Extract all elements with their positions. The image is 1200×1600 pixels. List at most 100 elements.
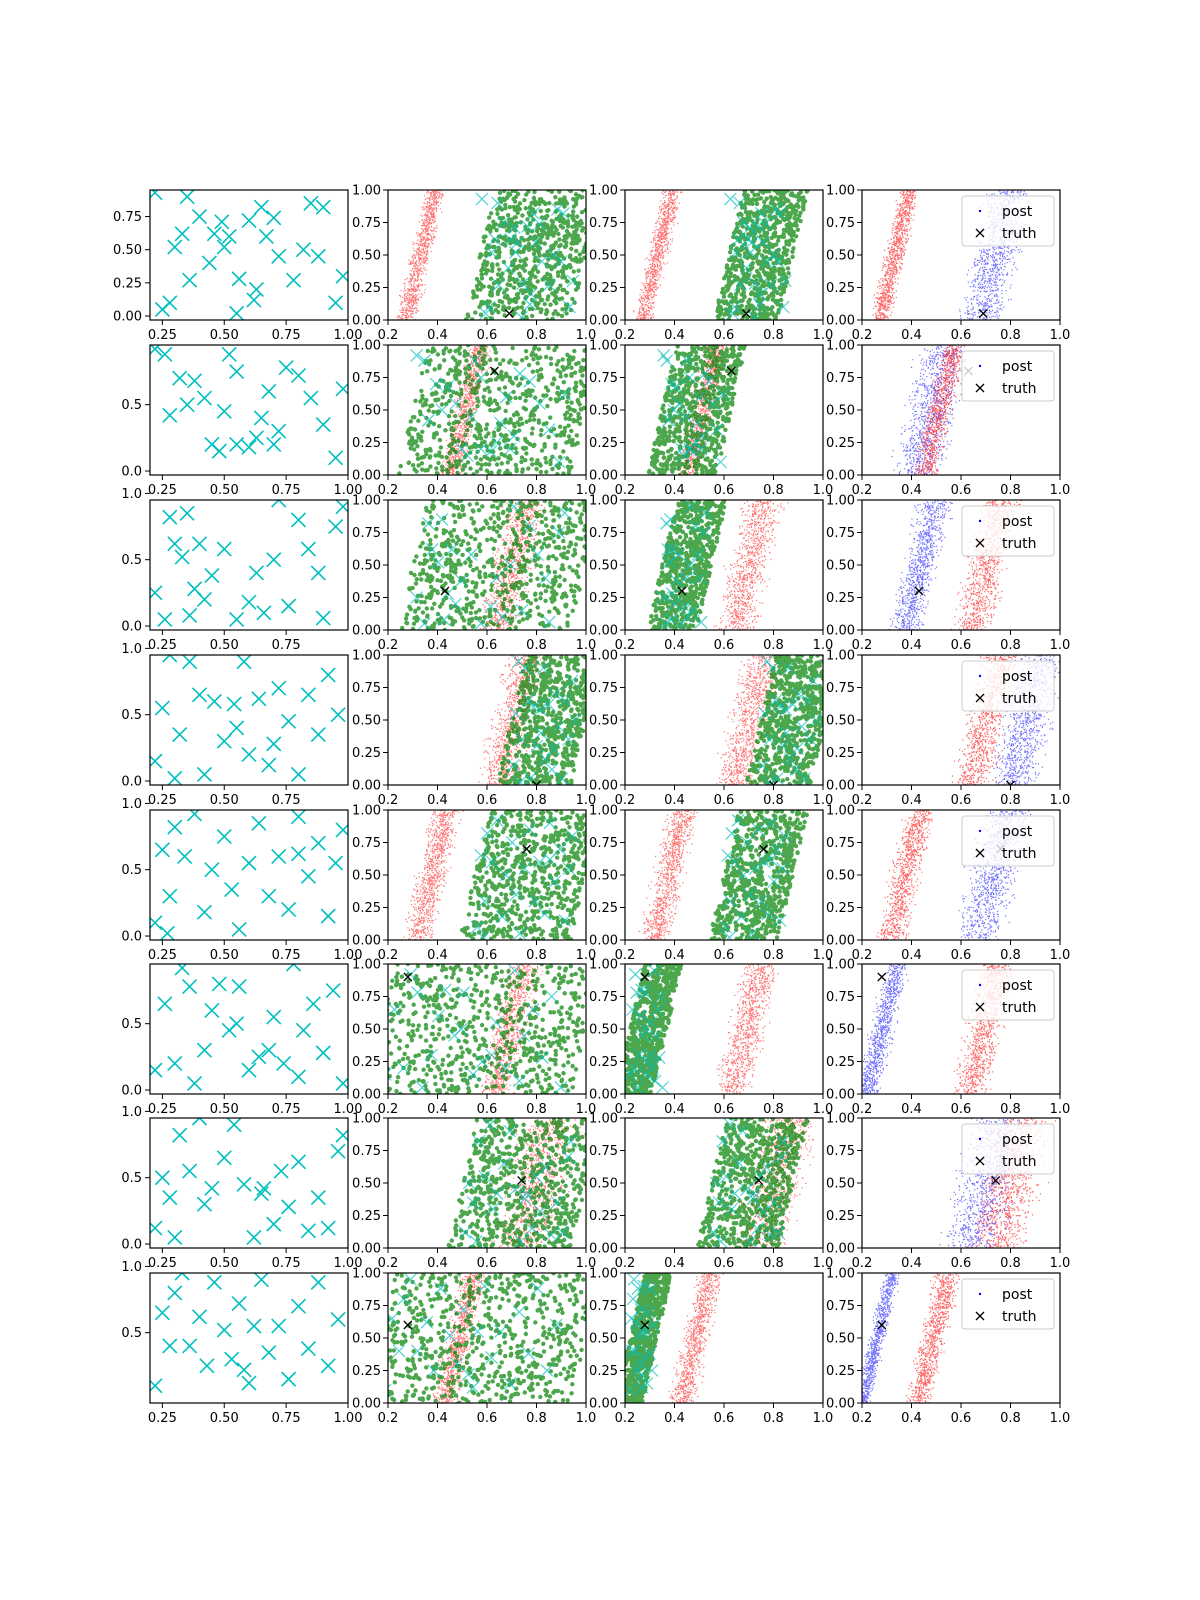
data-point-marker (232, 980, 246, 994)
x-tick-label: 0.4 (664, 1102, 685, 1117)
data-panel: 0.25 0.50 0.750.00.51.0 (121, 487, 350, 653)
sample-panel-2: 0.2 0.4 0.6 0.8 1.00.000.250.500.751.00 (589, 1112, 833, 1272)
data-point-marker (326, 984, 340, 998)
legend-post-marker (979, 520, 981, 522)
proposal-dots (696, 1116, 809, 1250)
data-point-marker (489, 233, 501, 245)
data-panel: 0.25 0.50 0.750.00.51.0 (121, 642, 348, 808)
y-tick-label: 1.00 (589, 1112, 618, 1127)
data-point-marker (252, 692, 266, 706)
data-point-marker (301, 869, 315, 883)
data-point-marker (217, 1323, 231, 1337)
data-point-marker (524, 375, 536, 387)
x-tick-label: 0.4 (901, 1102, 922, 1117)
y-tick-label: 1.00 (352, 494, 381, 509)
axes-frame (150, 345, 348, 475)
data-point-marker (267, 1010, 281, 1024)
data-point-marker (316, 611, 330, 625)
legend-post-marker (979, 1293, 981, 1295)
truth-marker (915, 587, 923, 595)
y-tick-label: 0.50 (589, 559, 618, 574)
data-points (148, 493, 350, 626)
data-points (148, 648, 345, 785)
data-point-marker (296, 243, 310, 257)
y-tick-label: 0.00 (352, 314, 381, 329)
x-tick-label: 1.0 (1050, 793, 1071, 808)
x-tick-label: 0.6 (477, 1411, 498, 1426)
y-tick-label: 0.0 (121, 930, 142, 945)
x-tick-label: 0.8 (763, 1256, 784, 1271)
y-tick-label: 1.0 (121, 1105, 142, 1120)
data-point-marker (274, 1164, 288, 1178)
y-tick-label: 0.75 (589, 1144, 618, 1159)
data-point-marker (222, 347, 236, 361)
y-tick-label: 0.50 (352, 1332, 381, 1347)
data-points (148, 186, 350, 321)
y-tick-label: 0.25 (352, 746, 381, 761)
x-tick-label: 0.6 (951, 1411, 972, 1426)
x-tick-label: 0.6 (477, 483, 498, 498)
x-tick-label: 0.75 (272, 793, 301, 808)
data-point-marker (242, 856, 256, 870)
y-tick-label: 0.75 (352, 526, 381, 541)
data-point-marker (292, 767, 306, 781)
data-point-marker (207, 1275, 221, 1289)
sample-cloud (400, 498, 599, 632)
data-point-marker (267, 1217, 281, 1231)
sample-cloud (696, 1116, 814, 1250)
data-point-marker (262, 889, 276, 903)
legend-post-marker (979, 210, 981, 212)
data-points (148, 342, 350, 465)
y-tick-label: 0.25 (589, 746, 618, 761)
data-point-marker (207, 227, 221, 241)
data-point-marker (311, 566, 325, 580)
data-point-marker (329, 856, 343, 870)
y-tick-label: 0.00 (826, 779, 855, 794)
data-panel: 0.25 0.50 0.75 1.000.000.250.500.75 (113, 186, 362, 343)
data-point-marker (304, 196, 318, 210)
sample-panel-2: 0.2 0.4 0.6 0.8 1.00.000.250.500.751.00 (589, 958, 833, 1118)
data-point-marker (230, 612, 244, 626)
data-point-marker (301, 688, 315, 702)
data-point-marker (329, 520, 343, 534)
data-point-marker (252, 1050, 266, 1064)
proposal-samples (649, 498, 727, 632)
x-tick-label: 0.6 (714, 1256, 735, 1271)
y-tick-label: 1.00 (826, 494, 855, 509)
y-tick-label: 0.25 (589, 1364, 618, 1379)
y-tick-label: 1.00 (352, 1267, 381, 1282)
y-tick-label: 0.25 (352, 281, 381, 296)
data-point-marker (316, 418, 330, 432)
x-tick-label: 0.6 (714, 1102, 735, 1117)
sample-panel-1: 0.2 0.4 0.6 0.8 1.00.000.250.500.751.00 (352, 1267, 600, 1427)
x-tick-label: 0.6 (477, 1102, 498, 1117)
y-tick-label: 0.50 (352, 404, 381, 419)
y-tick-label: 0.0 (121, 1084, 142, 1099)
x-tick-label: 0.6 (477, 1256, 498, 1271)
data-point-marker (183, 273, 197, 287)
data-point-marker (217, 830, 231, 844)
y-tick-label: 1.00 (589, 1267, 618, 1282)
y-tick-label: 0.25 (589, 1055, 618, 1070)
data-point-marker (175, 227, 189, 241)
data-point-marker (311, 728, 325, 742)
data-point-marker (215, 215, 229, 229)
y-tick-label: 0.75 (589, 990, 618, 1005)
x-tick-label: 0.4 (427, 1102, 448, 1117)
y-tick-label: 0.25 (589, 1209, 618, 1224)
data-point-marker (629, 968, 641, 980)
data-point-marker (316, 200, 330, 214)
data-point-marker (311, 1275, 325, 1289)
y-tick-label: 0.50 (826, 869, 855, 884)
x-tick-label: 0.6 (477, 793, 498, 808)
data-point-marker (277, 1056, 291, 1070)
x-tick-label: 0.6 (714, 638, 735, 653)
y-tick-label: 0.25 (589, 591, 618, 606)
y-tick-label: 1.00 (826, 649, 855, 664)
x-tick-label: 0.4 (427, 328, 448, 343)
data-point-marker (296, 1023, 310, 1037)
x-tick-label: 0.8 (1000, 948, 1021, 963)
x-tick-label: 0.6 (477, 638, 498, 653)
x-tick-label: 0.4 (664, 948, 685, 963)
